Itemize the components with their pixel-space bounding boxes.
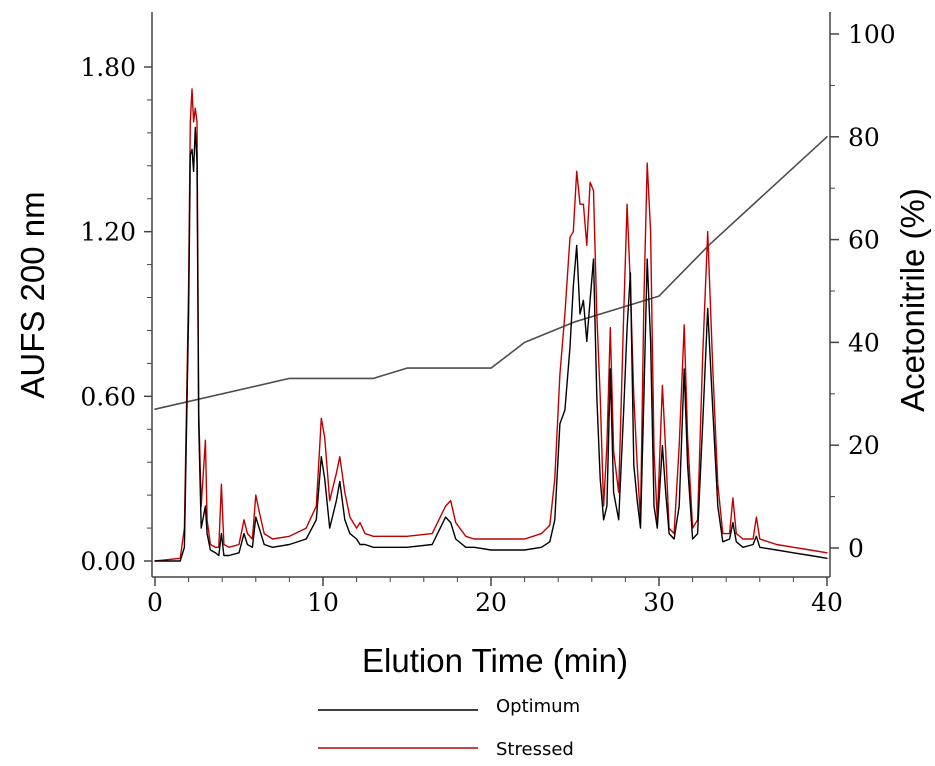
x-tick-label: 20	[475, 588, 507, 617]
y-tick-label: 1.80	[80, 53, 136, 82]
legend-item-optimum: Optimum	[318, 696, 580, 717]
legend-label-optimum: Optimum	[496, 696, 580, 717]
y2-axis-title: Acetonitrile (%)	[894, 188, 931, 412]
y-tick-label: 0.60	[80, 382, 136, 411]
y-tick-label: 0.00	[80, 547, 136, 576]
plot-frame	[151, 12, 831, 578]
x-tick-label: 40	[811, 588, 843, 617]
x-axis-title: Elution Time (min)	[362, 642, 628, 679]
legend-item-stressed: Stressed	[318, 739, 574, 760]
y2-tick-label: 100	[848, 20, 896, 49]
y2-tick-label: 20	[848, 431, 880, 460]
series-lines	[154, 88, 828, 562]
series-line-stressed	[154, 88, 828, 562]
x-tick-label: 30	[643, 588, 675, 617]
y2-tick-label: 40	[848, 328, 880, 357]
series-line-acetonitrile-gradient	[154, 136, 828, 411]
y2-tick-label: 0	[848, 534, 864, 563]
series-line-optimum	[154, 126, 828, 562]
y2-tick-label: 80	[848, 123, 880, 152]
y-axis-title: AUFS 200 nm	[14, 191, 51, 398]
x-tick-label: 10	[307, 588, 339, 617]
x-tick-label: 0	[147, 588, 163, 617]
legend-label-stressed: Stressed	[496, 739, 574, 760]
axis-ticks: 0 10 20 30 40 0.00 0.60 1.20 1.80 0 20 40 60 80 100	[80, 20, 895, 617]
y-tick-label: 1.20	[80, 218, 136, 247]
y2-tick-label: 60	[848, 226, 880, 255]
legend: Optimum Stressed	[318, 696, 580, 760]
